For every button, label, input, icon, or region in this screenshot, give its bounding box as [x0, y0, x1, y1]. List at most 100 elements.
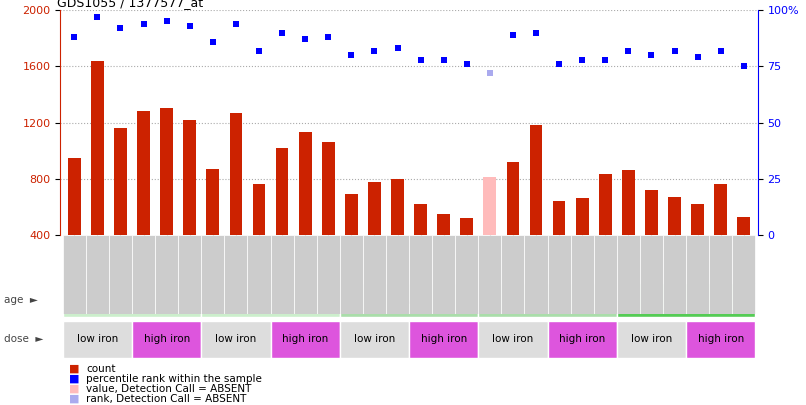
Bar — [252, 184, 265, 235]
Point — [391, 45, 404, 51]
Point — [484, 70, 496, 76]
Point — [91, 14, 104, 20]
Bar — [202, 283, 340, 317]
Text: ■: ■ — [69, 394, 79, 404]
Bar — [91, 61, 104, 235]
Bar — [345, 194, 358, 235]
Point — [599, 56, 612, 63]
Bar — [594, 235, 617, 314]
Point — [345, 52, 358, 58]
Bar — [663, 235, 686, 314]
Bar — [363, 235, 386, 314]
Bar — [391, 179, 404, 235]
Point — [183, 23, 196, 29]
Bar — [547, 321, 617, 358]
Text: 12 wk: 12 wk — [530, 294, 565, 307]
Text: low iron: low iron — [354, 334, 395, 344]
Point — [137, 20, 150, 27]
Point — [437, 56, 450, 63]
Bar — [484, 177, 496, 235]
Bar — [340, 283, 478, 317]
Text: high iron: high iron — [421, 334, 467, 344]
Bar — [63, 321, 132, 358]
Bar — [184, 120, 196, 235]
Bar — [478, 321, 547, 358]
Text: 21 d: 21 d — [257, 294, 284, 307]
Text: value, Detection Call = ABSENT: value, Detection Call = ABSENT — [86, 384, 251, 394]
Text: count: count — [86, 364, 116, 373]
Point — [645, 52, 658, 58]
Point — [622, 47, 635, 54]
Text: ■: ■ — [69, 374, 79, 384]
Bar — [622, 170, 634, 235]
Text: 6 wk: 6 wk — [395, 294, 423, 307]
Bar — [478, 235, 501, 314]
Bar — [271, 321, 340, 358]
Point — [506, 32, 519, 38]
Text: rank, Detection Call = ABSENT: rank, Detection Call = ABSENT — [86, 394, 247, 404]
Text: low iron: low iron — [215, 334, 256, 344]
Bar — [160, 109, 173, 235]
Bar — [686, 235, 709, 314]
Bar — [617, 321, 686, 358]
Bar — [114, 128, 127, 235]
Point — [276, 29, 289, 36]
Bar — [132, 321, 202, 358]
Point — [206, 38, 219, 45]
Bar — [178, 235, 202, 314]
Point — [553, 61, 566, 67]
Bar — [322, 142, 334, 235]
Bar — [668, 197, 681, 235]
Bar — [455, 235, 478, 314]
Bar — [68, 158, 81, 235]
Bar — [409, 321, 478, 358]
Text: low iron: low iron — [492, 334, 534, 344]
Bar — [478, 283, 617, 317]
Text: high iron: high iron — [559, 334, 605, 344]
Text: percentile rank within the sample: percentile rank within the sample — [86, 374, 262, 384]
Bar — [737, 217, 750, 235]
Text: 8 d: 8 d — [123, 294, 141, 307]
Bar — [501, 235, 525, 314]
Point — [737, 63, 750, 70]
Bar — [414, 204, 427, 235]
Bar — [137, 111, 150, 235]
Text: 36 wk: 36 wk — [668, 294, 704, 307]
Text: ■: ■ — [69, 364, 79, 373]
Bar — [645, 190, 658, 235]
Point — [322, 34, 334, 40]
Bar — [132, 235, 155, 314]
Bar — [640, 235, 663, 314]
Bar — [599, 175, 612, 235]
Point — [530, 29, 542, 36]
Bar — [230, 113, 243, 235]
Bar — [340, 321, 409, 358]
Bar — [63, 235, 86, 314]
Point — [668, 47, 681, 54]
Bar — [340, 235, 363, 314]
Bar — [571, 235, 594, 314]
Bar — [617, 235, 640, 314]
Bar — [732, 235, 755, 314]
Bar — [63, 283, 201, 317]
Point — [460, 61, 473, 67]
Text: low iron: low iron — [631, 334, 672, 344]
Bar — [202, 321, 271, 358]
Bar — [386, 235, 409, 314]
Bar — [709, 235, 732, 314]
Text: low iron: low iron — [77, 334, 118, 344]
Bar — [409, 235, 432, 314]
Text: age  ►: age ► — [4, 295, 38, 305]
Text: high iron: high iron — [282, 334, 328, 344]
Point — [299, 36, 312, 43]
Bar — [155, 235, 178, 314]
Text: high iron: high iron — [143, 334, 189, 344]
Bar — [368, 181, 380, 235]
Point — [575, 56, 588, 63]
Point — [230, 20, 243, 27]
Point — [368, 47, 381, 54]
Bar — [224, 235, 247, 314]
Bar — [460, 218, 473, 235]
Bar — [547, 235, 571, 314]
Bar — [206, 169, 219, 235]
